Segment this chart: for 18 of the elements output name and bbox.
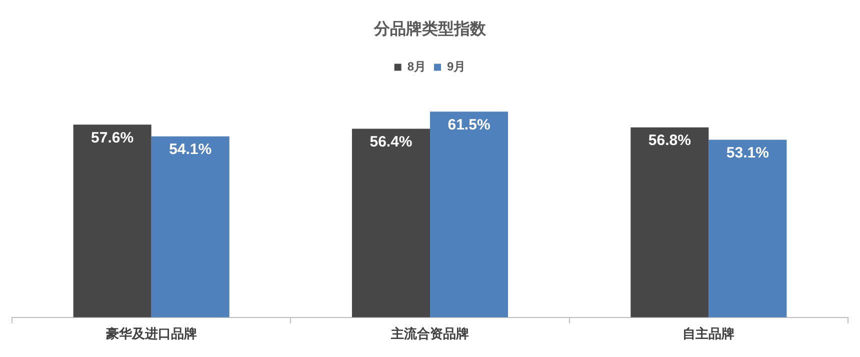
legend-label: 8月 bbox=[407, 60, 426, 74]
bar bbox=[352, 128, 430, 318]
bar bbox=[151, 136, 230, 318]
bar bbox=[630, 127, 709, 318]
x-tick-label: 豪华及进口品牌 bbox=[104, 326, 197, 341]
x-tick-label: 主流合资品牌 bbox=[390, 326, 469, 341]
data-label: 56.4% bbox=[370, 133, 412, 150]
data-label: 53.1% bbox=[726, 144, 769, 162]
x-tick-label: 自主品牌 bbox=[682, 326, 735, 341]
data-label: 54.1% bbox=[169, 141, 212, 158]
bar bbox=[430, 112, 508, 318]
bar bbox=[708, 140, 787, 318]
data-label: 57.6% bbox=[91, 129, 134, 146]
bar bbox=[73, 124, 152, 318]
data-label: 61.5% bbox=[448, 116, 490, 134]
data-label: 56.8% bbox=[648, 132, 691, 150]
chart-title: 分品牌类型指数 bbox=[373, 20, 487, 38]
legend-label: 9月 bbox=[447, 60, 466, 74]
